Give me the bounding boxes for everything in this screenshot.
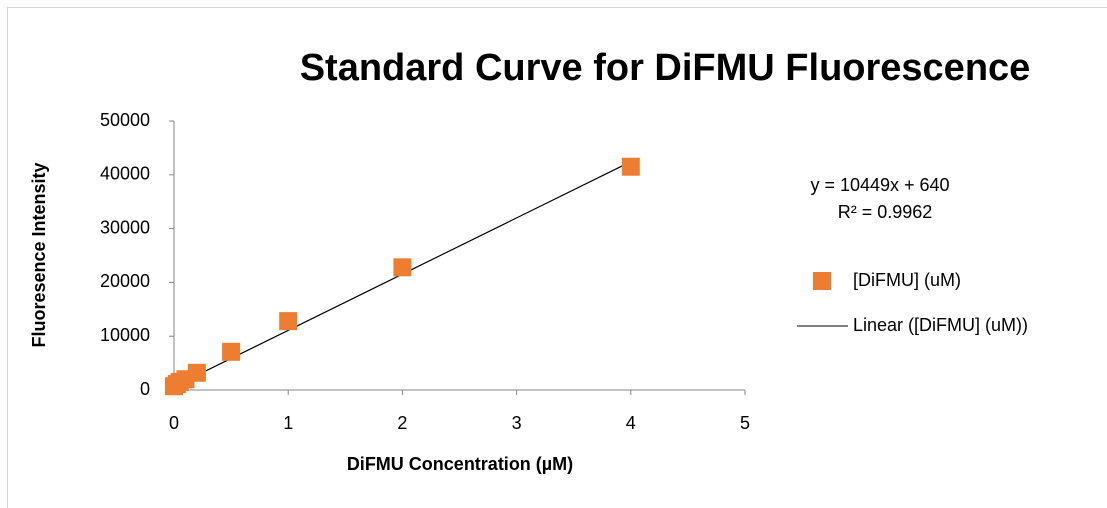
legend-label: Linear ([DiFMU] (uM)) bbox=[853, 315, 1028, 335]
y-tick-label: 30000 bbox=[100, 217, 150, 237]
chart-title: Standard Curve for DiFMU Fluorescence bbox=[300, 47, 1031, 89]
x-tick-label: 0 bbox=[169, 413, 179, 433]
legend-swatch bbox=[813, 272, 831, 290]
x-tick-label: 5 bbox=[740, 413, 750, 433]
x-tick-label: 4 bbox=[626, 413, 636, 433]
point bbox=[222, 342, 241, 361]
trendline-equation: y = 10449x + 640 bbox=[810, 175, 949, 195]
x-tick-label: 2 bbox=[397, 413, 407, 433]
y-tick-label: 0 bbox=[140, 379, 150, 399]
y-tick-label: 40000 bbox=[100, 164, 150, 184]
legend-label: [DiFMU] (uM) bbox=[853, 270, 961, 290]
y-tick-label: 10000 bbox=[100, 325, 150, 345]
trendline-r2: R² = 0.9962 bbox=[838, 202, 933, 222]
point bbox=[279, 312, 298, 331]
x-tick-label: 1 bbox=[283, 413, 293, 433]
x-tick-label: 3 bbox=[512, 413, 522, 433]
y-tick-label: 50000 bbox=[100, 110, 150, 130]
y-axis-label: Fluoresence Intensity bbox=[29, 162, 49, 347]
point bbox=[393, 258, 412, 277]
point bbox=[621, 157, 640, 176]
y-tick-label: 20000 bbox=[100, 271, 150, 291]
point bbox=[187, 363, 206, 382]
x-axis-label: DiFMU Concentration (µM) bbox=[347, 454, 573, 474]
chart-border bbox=[7, 7, 1107, 508]
